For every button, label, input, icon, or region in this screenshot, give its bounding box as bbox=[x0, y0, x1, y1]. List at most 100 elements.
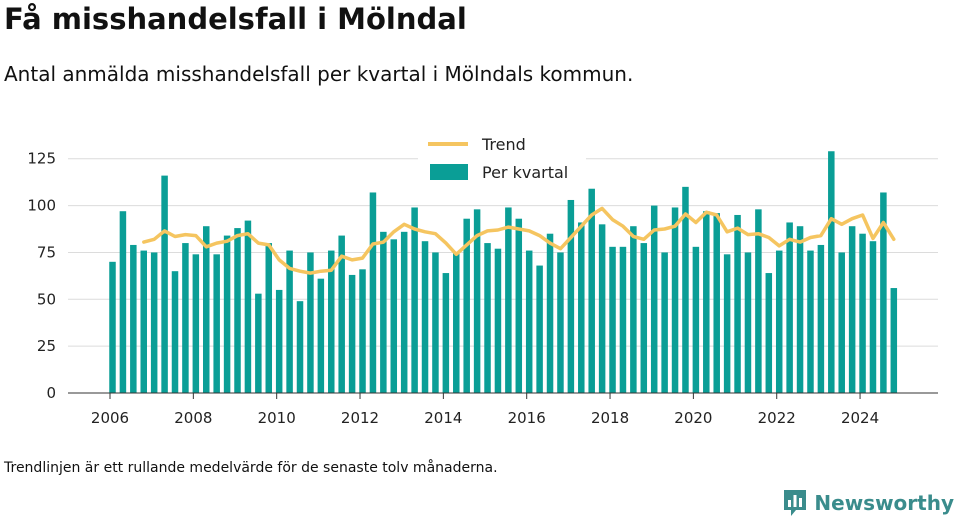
bar bbox=[515, 218, 523, 393]
bar bbox=[463, 218, 470, 393]
bar bbox=[328, 250, 335, 393]
x-tick-label: 2010 bbox=[258, 409, 296, 427]
bar bbox=[713, 213, 720, 393]
chart-title: Få misshandelsfall i Mölndal bbox=[4, 2, 467, 36]
bar bbox=[453, 252, 460, 393]
bar bbox=[650, 205, 658, 393]
bar bbox=[400, 231, 408, 393]
bar bbox=[265, 243, 273, 393]
bar bbox=[546, 233, 554, 393]
bar bbox=[661, 252, 668, 393]
x-tick-label: 2014 bbox=[424, 409, 462, 427]
bar bbox=[619, 246, 627, 393]
bar bbox=[598, 224, 606, 393]
bar bbox=[682, 186, 689, 393]
x-tick-label: 2012 bbox=[341, 409, 379, 427]
bar bbox=[494, 248, 502, 393]
bar bbox=[421, 241, 429, 393]
bar bbox=[723, 254, 731, 393]
legend-bar-label: Per kvartal bbox=[482, 163, 568, 182]
y-tick-label: 75 bbox=[37, 243, 56, 261]
bar bbox=[296, 301, 304, 393]
bar bbox=[630, 226, 637, 393]
trend-series bbox=[142, 206, 896, 275]
trend-line bbox=[142, 206, 896, 275]
bar bbox=[182, 243, 189, 393]
y-tick-label: 25 bbox=[37, 337, 56, 355]
bar bbox=[505, 207, 512, 393]
bar bbox=[775, 250, 783, 393]
x-tick-label: 2020 bbox=[674, 409, 712, 427]
bar bbox=[192, 254, 200, 393]
bar bbox=[828, 151, 835, 393]
bar bbox=[807, 250, 814, 393]
y-tick-label: 125 bbox=[27, 150, 56, 168]
bar bbox=[130, 244, 137, 393]
chart-area: 0 25 50 75 100 125 2006 2008 2010 2012 2014 2016 201… bbox=[27, 130, 938, 427]
bar bbox=[588, 188, 595, 393]
bar-chart-speech-icon bbox=[784, 490, 807, 516]
bar bbox=[578, 222, 585, 393]
bar bbox=[640, 243, 648, 393]
bar bbox=[796, 226, 804, 393]
bar bbox=[557, 252, 564, 393]
bar bbox=[848, 226, 856, 393]
bar bbox=[734, 214, 741, 393]
bar bbox=[859, 233, 866, 393]
bar bbox=[119, 211, 127, 393]
brand-logo[interactable]: Newsworthy bbox=[782, 488, 954, 518]
bar bbox=[223, 235, 231, 393]
bar bbox=[411, 207, 418, 393]
bar bbox=[348, 274, 356, 393]
bar bbox=[109, 261, 116, 393]
y-tick-label: 100 bbox=[27, 197, 56, 215]
bar bbox=[380, 231, 387, 393]
bar bbox=[536, 265, 543, 393]
bar bbox=[692, 246, 700, 393]
bar bbox=[484, 243, 491, 393]
bar bbox=[213, 254, 220, 393]
bar bbox=[359, 269, 366, 393]
bar-series bbox=[109, 151, 898, 393]
bar bbox=[255, 293, 262, 393]
bar bbox=[755, 209, 762, 393]
bar bbox=[703, 211, 710, 393]
bar bbox=[286, 250, 293, 393]
bar bbox=[880, 192, 887, 393]
bar bbox=[442, 273, 450, 393]
bar bbox=[369, 192, 377, 393]
bar bbox=[203, 226, 210, 393]
bar bbox=[390, 239, 398, 393]
bar bbox=[275, 289, 283, 393]
bar bbox=[140, 250, 148, 393]
x-tick-label: 2016 bbox=[508, 409, 546, 427]
bar bbox=[317, 278, 325, 393]
bar bbox=[244, 220, 252, 393]
y-tick-label: 0 bbox=[46, 384, 56, 402]
bar bbox=[838, 252, 845, 393]
bar bbox=[473, 209, 481, 393]
bar bbox=[161, 175, 168, 393]
legend-trend-label: Trend bbox=[481, 135, 526, 154]
bar bbox=[432, 252, 439, 393]
bar bbox=[338, 235, 345, 393]
bar bbox=[869, 241, 877, 393]
axes: 0 25 50 75 100 125 2006 2008 2010 2012 2014 2016 201… bbox=[27, 150, 938, 427]
x-tick-label: 2008 bbox=[174, 409, 212, 427]
y-tick-label: 50 bbox=[37, 290, 56, 308]
bar bbox=[234, 228, 241, 393]
footnote: Trendlinjen är ett rullande medelvärde f… bbox=[4, 460, 498, 476]
bar bbox=[567, 199, 575, 393]
bar bbox=[817, 244, 825, 393]
bar bbox=[890, 288, 898, 393]
bar bbox=[786, 222, 793, 393]
bar bbox=[307, 252, 314, 393]
brand-name: Newsworthy bbox=[814, 491, 954, 515]
grid-lines bbox=[68, 158, 938, 347]
bar bbox=[171, 271, 179, 393]
x-tick-label: 2022 bbox=[758, 409, 796, 427]
bar bbox=[525, 250, 533, 393]
chart-subtitle: Antal anmälda misshandelsfall per kvarta… bbox=[4, 62, 634, 86]
legend: Trend Per kvartal bbox=[418, 130, 586, 186]
x-tick-label: 2006 bbox=[91, 409, 129, 427]
